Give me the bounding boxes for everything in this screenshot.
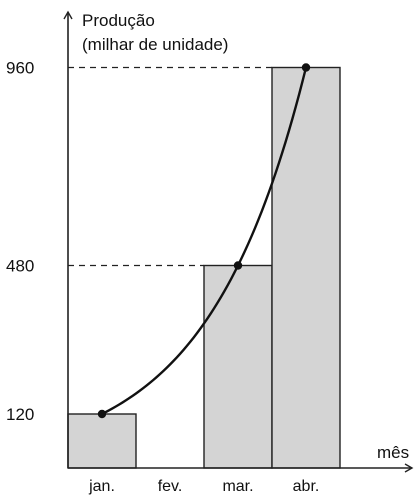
bar-abr [271,66,341,469]
x-tick-label-mar: mar. [222,478,253,495]
curve-point-abr [301,63,311,72]
x-tick-label-fev: fev. [158,478,183,495]
bar-jan [67,413,137,469]
curve-point-mar [233,261,243,270]
exponential-curve [101,67,308,416]
curve-layer [97,63,311,419]
y-tick-label-480: 480 [6,257,34,276]
x-tick-label-abr: abr. [293,478,320,495]
curve-point-jan [97,409,107,419]
y-axis-title-line2: (milhar de unidade) [82,35,228,54]
text-layer: Produção (milhar de unidade) mês 120 480 9… [6,11,409,495]
bar-mar [203,264,273,469]
y-tick-label-120: 120 [6,405,34,424]
x-tick-label-jan: jan. [88,478,115,495]
y-tick-label-960: 960 [6,59,34,78]
y-axis-title-line1: Produção [82,11,155,30]
bars-layer [67,66,341,469]
x-axis-title: mês [377,443,409,462]
y-axis-arrowhead [63,10,73,20]
reference-lines-layer [68,66,272,267]
x-axis-arrowhead [404,463,414,473]
axes-layer [63,10,414,473]
